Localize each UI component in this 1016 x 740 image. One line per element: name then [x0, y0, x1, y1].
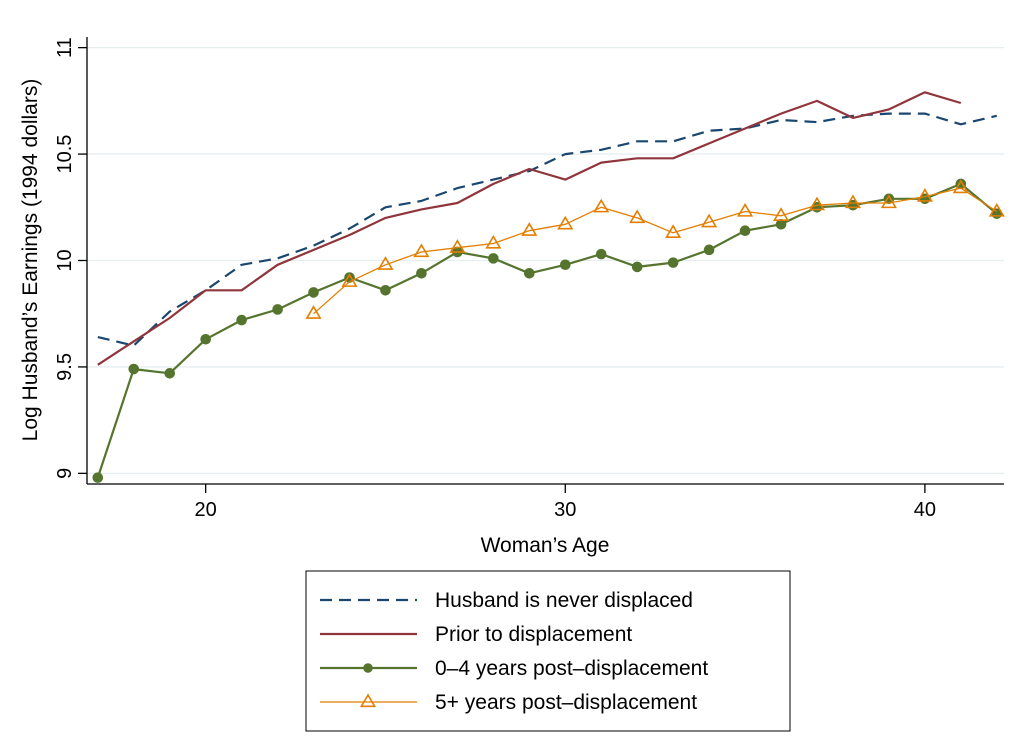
data-point — [521, 222, 538, 236]
data-point — [667, 257, 679, 268]
data-point — [416, 267, 427, 279]
legend-label: Husband is never displaced — [435, 589, 693, 612]
data-point — [952, 179, 969, 194]
data-point — [808, 196, 826, 211]
data-point — [413, 243, 430, 258]
data-point — [128, 363, 140, 375]
data-point — [92, 472, 104, 483]
data-point — [772, 207, 790, 221]
legend-box — [305, 570, 791, 732]
legend-item: 0–4 years post–displacement — [320, 657, 708, 680]
data-point — [739, 225, 751, 236]
data-point — [449, 239, 466, 253]
data-point — [380, 285, 391, 296]
series-2 — [97, 91, 962, 366]
series-layer — [92, 91, 1005, 483]
x-tick-label: 20 — [195, 499, 217, 521]
data-point — [844, 194, 862, 209]
legend-item: Prior to displacement — [320, 623, 632, 646]
data-point — [593, 198, 610, 213]
legend-label: Prior to displacement — [435, 623, 632, 646]
y-tick-label: 10 — [54, 249, 76, 271]
data-point — [200, 333, 211, 345]
y-tick-label: 10.5 — [54, 135, 76, 174]
series-line — [97, 91, 962, 366]
data-point — [629, 209, 646, 224]
data-point — [377, 256, 394, 270]
series-line — [97, 112, 998, 347]
legend-marker — [359, 693, 377, 708]
x-axis-title: Woman’s Age — [481, 534, 610, 557]
ticks: 9 9.5 10 10.5 11 20 30 40 — [54, 37, 936, 521]
data-point — [595, 248, 607, 260]
data-point — [488, 253, 499, 264]
data-point — [988, 202, 1005, 217]
data-point — [703, 244, 715, 256]
data-point — [164, 368, 176, 379]
data-point — [631, 261, 643, 273]
data-point — [737, 202, 754, 217]
legend-item: Husband is never displaced — [320, 589, 693, 612]
data-point — [775, 219, 787, 230]
legend-label: 5+ years post–displacement — [435, 691, 697, 714]
data-point — [665, 224, 682, 238]
data-point — [524, 267, 535, 279]
data-point — [559, 259, 571, 271]
series-1 — [97, 112, 998, 347]
data-point — [272, 304, 283, 315]
series-4 — [305, 179, 1005, 319]
data-point — [701, 213, 718, 228]
legend: Husband is never displaced Prior to displ… — [305, 570, 791, 732]
data-point — [485, 234, 502, 249]
data-point — [341, 273, 358, 287]
legend-label: 0–4 years post–displacement — [435, 657, 708, 680]
legend-item: 5+ years post–displacement — [320, 691, 697, 714]
legend-marker — [363, 663, 373, 673]
y-tick-label: 9.5 — [54, 353, 76, 381]
data-point — [557, 215, 574, 230]
data-point — [236, 314, 247, 326]
gridlines — [87, 46, 1004, 475]
series-line — [313, 187, 998, 315]
data-point — [880, 194, 897, 209]
y-tick-label: 11 — [54, 37, 76, 58]
y-axis-title: Log Husband’s Earnings (1994 dollars) — [19, 79, 42, 442]
x-tick-label: 30 — [554, 499, 576, 521]
data-point — [916, 188, 933, 202]
data-point — [308, 287, 319, 298]
y-tick-label: 9 — [54, 468, 76, 479]
x-tick-label: 40 — [914, 499, 936, 521]
data-point — [305, 305, 322, 319]
